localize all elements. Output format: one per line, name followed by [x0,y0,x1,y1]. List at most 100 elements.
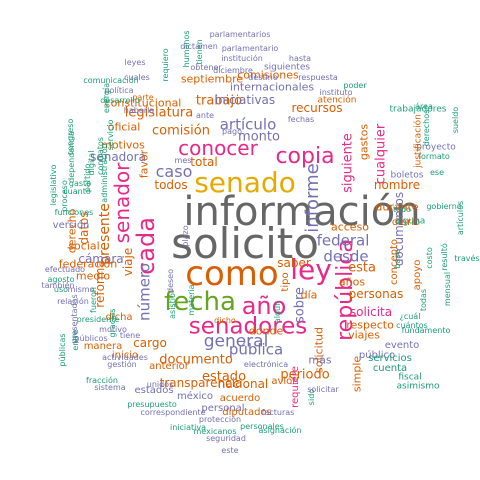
word: personales [240,422,284,431]
word: cuenta [372,363,408,374]
word: social [68,239,100,253]
word: años [338,275,366,289]
word: federal [316,231,370,250]
word: solicitar [307,385,339,394]
word: cualquier [373,123,389,185]
word: facturas [261,408,295,417]
word: acuerdo [219,393,261,404]
word: recursos [291,101,343,115]
word: favor [137,149,151,179]
word: nacional [217,377,269,391]
word: saber [277,256,311,270]
word: cuales [124,73,150,82]
word: acceso [330,220,370,234]
word: proyecto [416,142,456,153]
word: agosto [47,275,75,284]
word: medio [75,269,111,283]
word: motivos [101,138,145,152]
word: tipo [280,272,291,292]
word: diario [391,217,421,228]
word: méxico [176,391,214,402]
word: iniciativas [214,93,276,107]
word: día [300,288,318,302]
word: dicha [105,312,133,323]
word: oficial [107,120,141,134]
word: diputados [222,407,272,418]
word: resultó [440,243,449,271]
word: también [41,281,75,290]
word: uso [53,285,69,294]
word: senadores [188,313,308,340]
word: hasta [288,54,312,63]
word: base [393,249,402,269]
word: ante [195,111,215,120]
word: desarrollo [100,96,140,105]
word: través [454,254,480,263]
word: motivo [99,325,127,334]
word: viajes [348,328,380,342]
word: funciones [54,208,94,217]
word: todas [419,288,428,312]
word: senado [194,166,296,199]
word: transparencia [159,376,243,390]
word: mexicanos [193,427,237,436]
word: digital [87,150,96,176]
word: cuanto [63,187,91,196]
word: protección [198,415,242,424]
word: conocer [178,136,258,160]
word: senadora [90,150,146,164]
word: humanos [182,30,191,68]
word: relación [57,297,89,306]
word: efectuado [44,265,86,274]
word: mes [174,156,192,165]
word: manera [83,341,123,352]
word: energía [102,82,111,114]
word: estado [201,369,247,385]
word: política [104,86,134,95]
word: pública [228,340,284,359]
word: total [190,155,218,169]
word: electrónica [243,360,289,369]
word: mismo [67,285,95,294]
word: comisión [152,123,210,139]
word: avión [271,376,299,387]
word: cámara [78,252,124,266]
word: nombre [373,178,421,192]
word: costo [425,247,434,269]
word: alguna [394,216,426,227]
word: dictamen [180,42,218,51]
word: documento [159,352,233,368]
word: número [135,263,154,321]
word: solicita [349,305,393,319]
word: evento [384,340,420,351]
word: parte [132,93,154,102]
word: internacionales [229,80,315,94]
word: actividades [102,353,148,362]
word: atención [317,95,357,106]
word: personas [348,287,404,301]
word: artículos [456,200,465,236]
word: siguientes [263,62,311,73]
word: caso [155,162,193,181]
word: respecto [346,318,394,332]
word: asimismo [396,381,440,392]
word: fechas [287,115,315,124]
word: cuántos [396,321,428,330]
word: senador [110,162,134,244]
word: destino [248,73,278,82]
word: estados [134,385,174,396]
word: derechos [422,109,431,147]
word: administración [100,143,109,203]
word: siguiente [340,133,356,193]
word: gasto [68,179,92,188]
word: anterior [149,361,189,372]
word: viaje [121,247,135,277]
word: apoyo [412,259,423,291]
word: como [185,254,279,294]
word: simple [350,355,364,393]
word: personal [201,403,245,414]
word: requiere [290,366,301,408]
word: unidos [146,380,174,389]
word: diciembre [213,66,253,75]
word: donde [248,324,284,338]
